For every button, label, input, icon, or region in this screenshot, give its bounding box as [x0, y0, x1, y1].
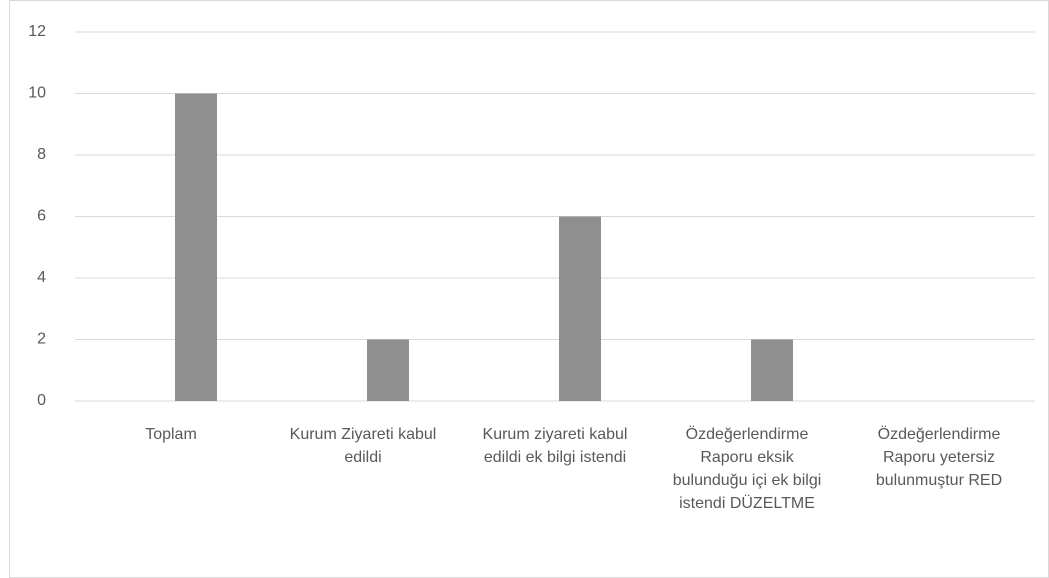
y-tick-label: 6 [37, 208, 46, 225]
y-tick-label: 12 [28, 23, 46, 40]
y-tick-label: 4 [37, 269, 46, 286]
bar [559, 216, 601, 401]
x-tick-label: Özdeğerlendirme Raporu yetersiz bulunmuş… [875, 426, 1003, 489]
x-tick-label: Özdeğerlendirme Raporu eksik bulunduğu i… [672, 426, 822, 512]
y-tick-label: 8 [37, 146, 46, 163]
y-tick-label: 0 [37, 392, 46, 409]
y-tick-label: 2 [37, 331, 46, 348]
x-tick-label: Kurum ziyareti kabul edildi ek bilgi ist… [482, 426, 628, 466]
bar [751, 339, 793, 401]
bar [175, 93, 217, 401]
x-tick-label: Toplam [145, 426, 197, 443]
y-tick-label: 10 [28, 85, 46, 102]
x-tick-label: Kurum Ziyareti kabul edildi [289, 426, 437, 466]
bar [367, 339, 409, 401]
